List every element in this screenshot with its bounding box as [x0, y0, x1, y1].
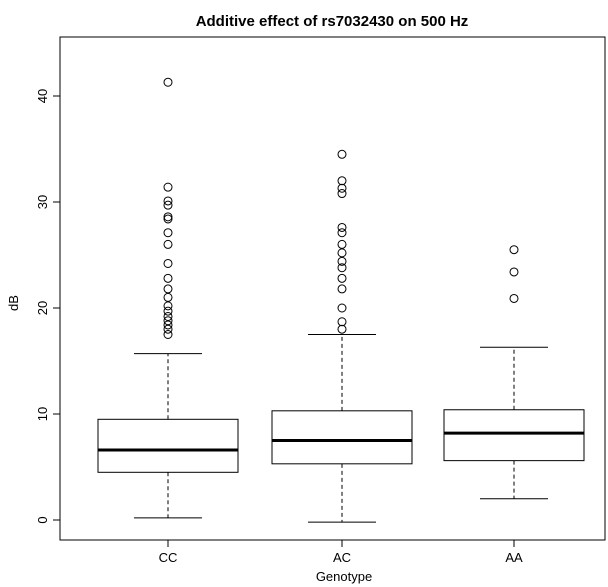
- box-group: [271, 149, 413, 523]
- outlier-point: [337, 228, 347, 238]
- outlier-point: [337, 303, 347, 313]
- outlier-point: [337, 263, 347, 273]
- x-tick-label: AA: [505, 550, 523, 565]
- outlier-point: [163, 306, 173, 316]
- outlier-point: [163, 200, 173, 210]
- outlier-point: [163, 316, 173, 326]
- outlier-point: [337, 176, 347, 186]
- outlier-point: [163, 196, 173, 206]
- outlier-point: [509, 267, 519, 277]
- outlier-point: [337, 222, 347, 232]
- outlier-point: [163, 284, 173, 294]
- outlier-point: [163, 239, 173, 249]
- outlier-point: [337, 239, 347, 249]
- outlier-point: [163, 330, 173, 339]
- outlier-point: [337, 273, 347, 283]
- y-axis-label: dB: [6, 295, 21, 311]
- outlier-point: [163, 258, 173, 268]
- chart-title: Additive effect of rs7032430 on 500 Hz: [196, 13, 469, 30]
- outlier-point: [163, 228, 173, 238]
- outlier-point: [337, 183, 347, 193]
- iqr-box: [443, 409, 585, 462]
- y-tick-label: 20: [35, 301, 50, 315]
- box-group: [97, 77, 239, 519]
- x-tick-label: AC: [333, 550, 351, 565]
- iqr-box: [97, 418, 239, 473]
- boxes: [97, 77, 585, 523]
- box-group: [443, 245, 585, 500]
- y-axis: 0 10 20 30 40: [35, 89, 61, 524]
- outlier-point: [337, 284, 347, 294]
- x-axis-label: Genotype: [316, 569, 372, 584]
- outlier-point: [163, 273, 173, 283]
- outlier-point: [509, 293, 519, 303]
- outlier-point: [163, 212, 173, 222]
- y-tick-label: 30: [35, 195, 50, 209]
- x-tick-label: CC: [159, 550, 178, 565]
- outlier-point: [337, 149, 347, 159]
- outlier-point: [337, 248, 347, 258]
- outlier-point: [163, 311, 173, 321]
- outlier-point: [163, 292, 173, 302]
- outlier-point: [163, 214, 173, 224]
- outlier-point: [509, 245, 519, 255]
- outlier-point: [337, 189, 347, 199]
- x-axis: CC AC AA: [159, 539, 523, 565]
- outlier-point: [163, 301, 173, 311]
- outlier-point: [337, 317, 347, 327]
- y-tick-label: 10: [35, 407, 50, 421]
- outlier-point: [163, 77, 173, 87]
- y-tick-label: 0: [35, 516, 50, 523]
- outlier-point: [337, 324, 347, 334]
- iqr-box: [271, 410, 413, 465]
- outlier-point: [163, 182, 173, 192]
- y-tick-label: 40: [35, 89, 50, 103]
